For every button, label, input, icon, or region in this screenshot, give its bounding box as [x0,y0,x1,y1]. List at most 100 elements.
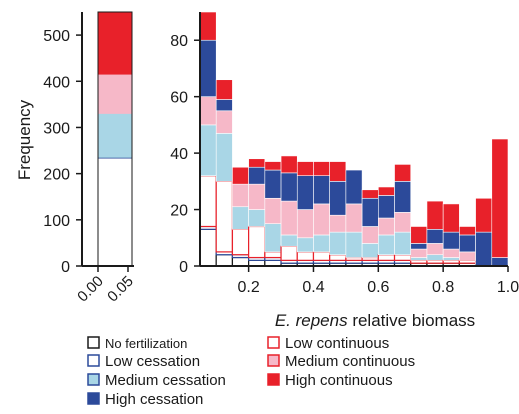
right-y-tick-label: 60 [170,90,188,107]
hist-segment-high_cessation [248,166,266,185]
hist-segment-medium_continuous [378,217,395,236]
hist-segment-high_continuous [264,161,282,171]
hist-segment-medium_continuous [280,200,298,236]
legend-swatch-high_continuous [267,373,280,386]
hist-segment-high_continuous [491,138,509,258]
legend-label-high_continuous: High continuous [285,372,393,389]
left-y-tick-label: 400 [43,74,70,91]
legend-swatch-low_continuous [267,336,280,349]
right-y-tick-label: 80 [170,33,188,50]
hist-segment-medium_cessation [442,257,460,261]
hist-segment-medium_continuous [264,197,282,224]
hist-segment-high_continuous [296,161,314,176]
left-stacked-bar [97,11,133,267]
hist-segment-high_continuous [215,79,233,100]
hist-segment-medium_cessation [264,223,282,253]
hist-segment-high_cessation [215,99,233,112]
hist-segment-high_cessation [345,169,363,205]
hist-segment-medium_cessation [394,231,412,256]
hist-segment-no_fertilization [199,228,217,267]
legend-label-medium_cessation: Medium cessation [105,372,226,389]
hist-segment-high_cessation [426,229,444,244]
left-y-tick-label: 300 [43,120,70,137]
hist-segment-high_cessation [329,181,347,216]
hist-segment-medium_continuous [459,251,476,261]
hist-segment-high_continuous [378,186,395,196]
hist-segment-low_continuous [199,175,217,228]
hist-segment-medium_cessation [199,124,217,176]
hist-segment-low_continuous [296,251,315,261]
hist-segment-low_continuous [410,259,428,264]
hist-segment-high_cessation [475,231,493,267]
hist-segment-high_continuous [248,158,266,168]
hist-segment-high_cessation [313,175,330,205]
hist-segment-medium_continuous [232,183,249,208]
hist-segment-low_continuous [377,254,396,261]
hist-segment-low_continuous [329,254,347,261]
left-y-tick-label: 500 [43,28,70,45]
legend-swatch-high_cessation [87,392,100,405]
legend-label-medium_continuous: Medium continuous [285,353,415,370]
left-bar-no_fertilization [98,226,132,266]
hist-segment-low_continuous [231,228,250,256]
hist-segment-medium_cessation [232,206,249,230]
legend-swatch-medium_continuous [267,354,280,367]
hist-segment-medium_cessation [345,231,363,258]
right-x-tick-label: 0.2 [238,279,260,296]
right-x-tick-label: 0.8 [432,279,454,296]
left-x-tick-label: 0.05 [104,273,137,306]
hist-segment-high_cessation [410,243,428,250]
hist-segment-high_cessation [264,169,282,199]
hist-segment-medium_cessation [248,209,266,227]
hist-segment-high_continuous [410,226,428,244]
left-y-axis-label: Frequency [15,99,34,180]
hist-segment-medium_continuous [394,212,412,233]
hist-segment-no_fertilization [231,256,250,267]
hist-segment-high_cessation [394,181,412,213]
legend-swatch-medium_cessation [87,373,100,386]
legend-label-high_cessation: High cessation [105,391,203,408]
hist-segment-medium_continuous [215,110,233,134]
hist-segment-high_continuous [280,155,298,174]
hist-segment-low_continuous [280,245,298,261]
right-panel: 0 20 40 60 80 0.2 0.4 0.6 0.8 1.0 E. repens rela… [170,11,519,330]
right-x-tick-label: 1.0 [497,279,519,296]
hist-segment-medium_continuous [426,243,444,256]
hist-segment-low_continuous [442,259,460,264]
hist-segment-medium_cessation [410,257,428,261]
hist-segment-low_continuous [345,256,363,261]
legend-swatch-low_cessation [87,354,100,367]
right-x-axis-label: E. repens relative biomass [275,311,475,330]
legend-label-low_cessation: Low cessation [105,353,200,370]
hist-segment-high_cessation [491,257,509,267]
hist-segment-high_continuous [442,203,460,233]
hist-segment-high_continuous [313,161,330,176]
hist-segment-high_cessation [442,231,460,250]
hist-segment-low_continuous [393,254,412,261]
hist-segment-medium_cessation [313,234,330,253]
legend-label-low_continuous: Low continuous [285,335,389,352]
hist-segment-medium_cessation [426,254,444,261]
legend: No fertilization Low cessation Medium cess… [87,335,415,408]
hist-segment-low_continuous [312,251,331,261]
left-y-tick-label: 0 [61,259,70,276]
hist-segment-low_continuous [215,180,234,253]
hist-segment-low_continuous [264,251,282,259]
hist-segment-medium_cessation [378,234,395,256]
hist-segment-medium_continuous [345,203,363,233]
left-bar-low_cessation [98,157,132,227]
legend-swatch-no_fertilization [87,336,100,349]
hist-segment-low_continuous [458,259,477,264]
left-bar-medium_cessation [97,113,133,158]
left-y-tick-label: 200 [43,167,70,184]
hist-segment-medium_cessation [361,243,379,258]
left-y-ticks: 0 100 200 300 400 500 [43,28,82,276]
right-stacked-histogram [199,11,509,267]
hist-segment-low_continuous [361,256,379,261]
hist-segment-medium_continuous [296,209,314,239]
right-x-ticks: 0.2 0.4 0.6 0.8 1.0 [238,266,519,296]
hist-segment-medium_cessation [280,234,298,247]
hist-segment-medium_continuous [199,96,217,126]
right-y-ticks: 0 20 40 60 80 [170,33,200,276]
